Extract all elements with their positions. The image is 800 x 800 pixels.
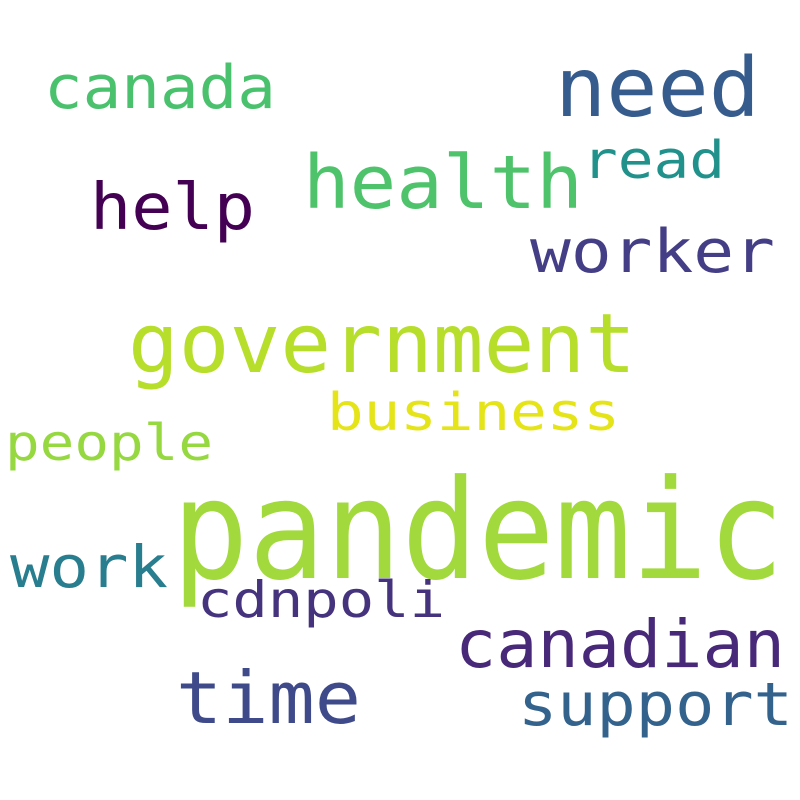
word-worker: worker: [530, 217, 775, 287]
word-pandemic: pandemic: [172, 450, 785, 611]
word-canada: canada: [44, 53, 276, 123]
word-time: time: [176, 656, 362, 740]
word-read: read: [582, 131, 726, 191]
word-work: work: [10, 533, 168, 601]
word-people: people: [5, 414, 214, 472]
word-help: help: [90, 171, 256, 245]
word-canadian: canadian: [455, 606, 785, 683]
word-government: government: [128, 297, 637, 392]
word-need: need: [555, 41, 760, 136]
word-business: business: [327, 383, 621, 443]
word-support: support: [518, 670, 793, 740]
word-health: health: [303, 140, 583, 226]
word-cdnpoli: cdnpoli: [197, 571, 446, 629]
